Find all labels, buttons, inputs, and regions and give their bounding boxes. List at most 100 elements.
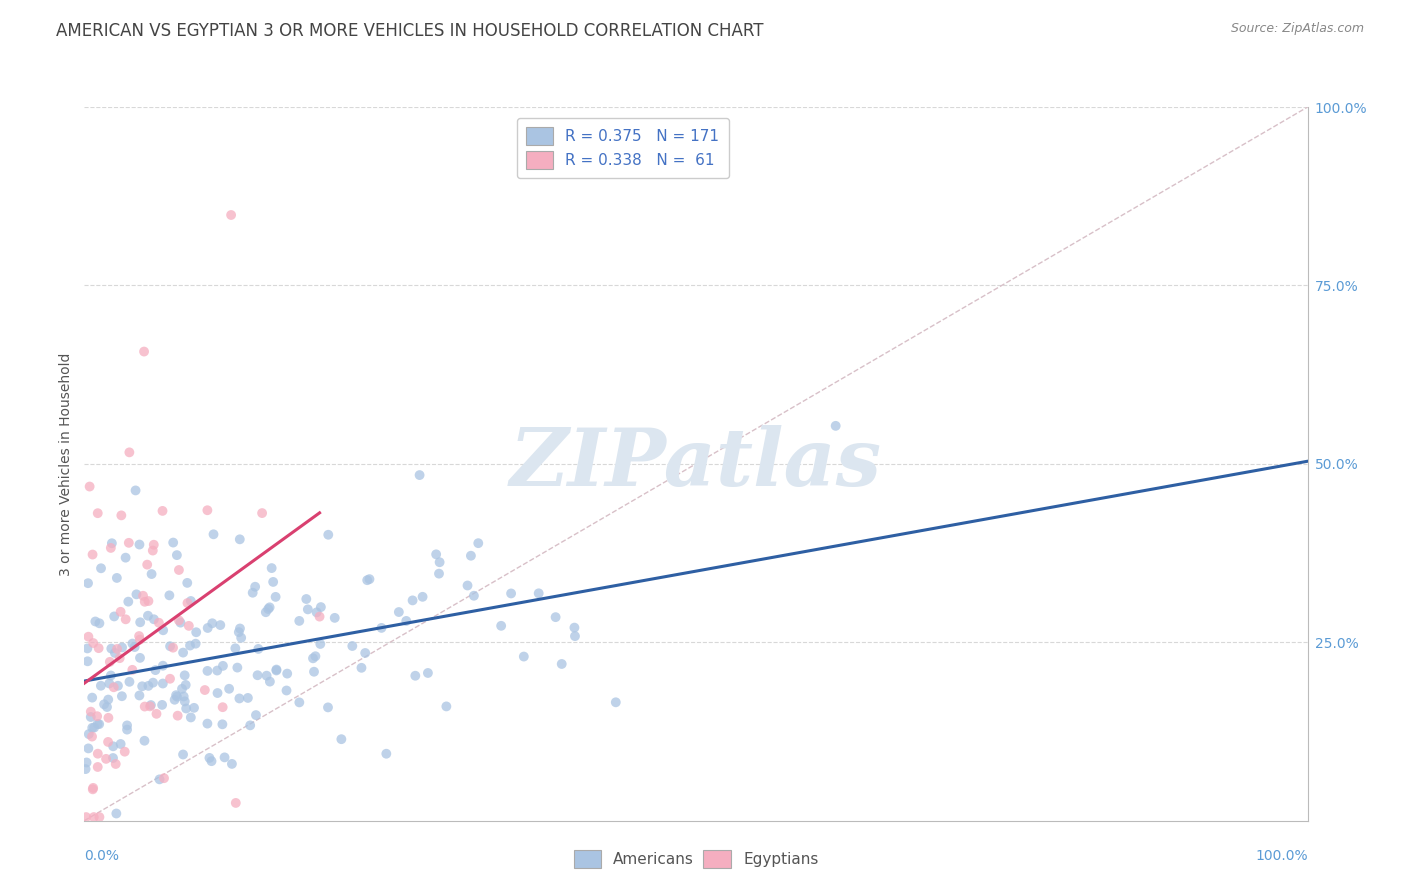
Point [316,700,339,714]
Point [247,641,270,656]
Point [183,701,205,715]
Point [108,651,131,665]
Point [166,548,188,562]
Point [111,690,134,704]
Point [201,616,224,631]
Point [229,533,252,547]
Point [429,555,451,569]
Point [97,735,120,749]
Point [250,506,273,520]
Point [118,674,141,689]
Text: ZIPatlas: ZIPatlas [510,425,882,502]
Point [76,756,98,770]
Point [207,664,229,678]
Point [100,541,122,555]
Point [138,594,160,608]
Point [202,527,225,541]
Point [824,418,846,433]
Point [82,690,104,705]
Point [527,586,550,600]
Point [152,676,174,690]
Point [375,747,398,761]
Point [167,614,190,628]
Point [218,681,240,696]
Point [97,711,120,725]
Point [98,676,121,690]
Point [89,616,111,631]
Point [157,588,180,602]
Point [342,639,364,653]
Point [82,721,104,735]
Point [138,679,160,693]
Point [105,806,128,821]
Point [76,654,98,668]
Point [256,668,278,682]
Point [330,732,353,747]
Point [79,479,101,493]
Point [152,658,174,673]
Point [80,710,103,724]
Point [89,717,111,731]
Point [100,668,122,682]
Point [82,548,104,562]
Point [209,618,232,632]
Point [260,561,283,575]
Point [121,663,143,677]
Point [564,621,586,635]
Point [224,641,246,656]
Point [97,692,120,706]
Point [174,678,197,692]
Point [124,483,146,498]
Point [121,637,143,651]
Point [111,640,134,655]
Point [404,669,426,683]
Point [302,651,325,665]
Point [141,567,163,582]
Point [114,745,136,759]
Point [150,698,173,712]
Point [90,679,112,693]
Point [105,571,128,585]
Point [103,609,125,624]
Point [197,716,219,731]
Point [83,721,105,735]
Point [211,700,233,714]
Point [254,605,277,619]
Point [242,585,264,599]
Point [198,751,221,765]
Point [87,641,110,656]
Point [87,506,110,520]
Point [467,536,489,550]
Point [214,750,236,764]
Point [180,594,202,608]
Point [132,344,155,359]
Point [162,535,184,549]
Point [110,605,132,619]
Point [207,686,229,700]
Point [124,640,146,654]
Point [134,595,156,609]
Point [463,589,485,603]
Point [304,649,326,664]
Point [142,612,165,626]
Text: Source: ZipAtlas.com: Source: ZipAtlas.com [1230,22,1364,36]
Point [225,796,247,810]
Point [145,706,167,721]
Point [104,646,127,660]
Point [276,683,298,698]
Legend: Americans, Egyptians: Americans, Egyptians [568,844,824,873]
Point [163,692,186,706]
Point [129,651,152,665]
Point [159,639,181,653]
Point [170,681,193,696]
Point [129,615,152,630]
Point [356,573,378,587]
Point [288,695,311,709]
Point [228,691,250,706]
Point [564,629,586,643]
Point [605,695,627,709]
Point [309,637,332,651]
Point [90,561,112,575]
Point [236,690,259,705]
Point [166,708,188,723]
